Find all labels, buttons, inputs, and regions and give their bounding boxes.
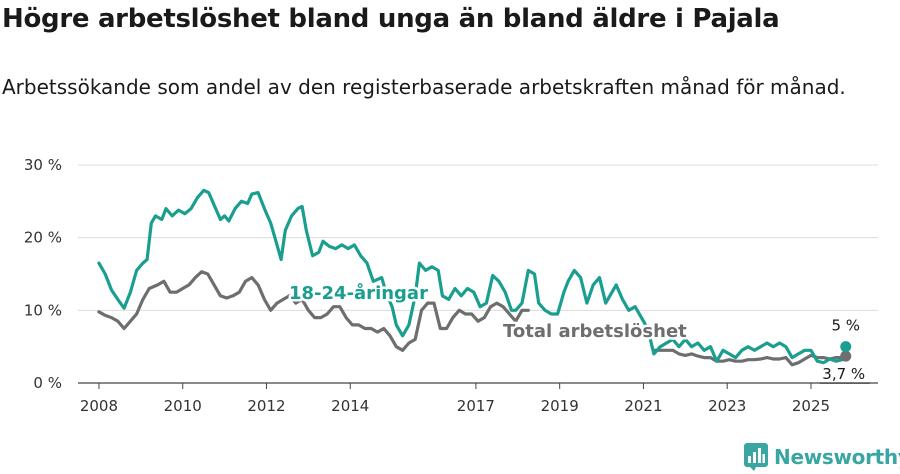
x-tick-label: 2014 xyxy=(331,397,369,415)
bar-chart-logo-icon xyxy=(744,443,768,471)
x-tick-label: 2012 xyxy=(247,397,285,415)
y-tick-label: 0 % xyxy=(33,374,62,392)
x-tick-label: 2023 xyxy=(708,397,746,415)
x-tick-label: 2008 xyxy=(80,397,118,415)
end-value-label: 3,7 % xyxy=(822,365,865,383)
series-label: Total arbetslöshet xyxy=(503,321,687,342)
y-tick-label: 20 % xyxy=(24,229,62,247)
series-line xyxy=(97,188,848,365)
chart-subtitle: Arbetssökande som andel av den registerb… xyxy=(2,75,846,99)
brand-logo[interactable]: Newsworthy xyxy=(744,443,900,471)
series-end-point xyxy=(840,350,852,362)
x-tick-label: 2019 xyxy=(541,397,579,415)
x-tick-label: 2021 xyxy=(624,397,662,415)
x-tick-label: 2017 xyxy=(457,397,495,415)
series-label: 18-24-åringar xyxy=(289,282,428,304)
y-tick-label: 10 % xyxy=(24,301,62,319)
y-tick-label: 30 % xyxy=(24,156,62,174)
series-line xyxy=(97,270,530,352)
x-tick-label: 2010 xyxy=(164,397,202,415)
brand-name: Newsworthy xyxy=(774,445,900,469)
x-tick-label: 2025 xyxy=(792,397,830,415)
end-value-label: 5 % xyxy=(831,317,860,335)
series-end-point xyxy=(840,341,852,353)
chart-title: Högre arbetslöshet bland unga än bland ä… xyxy=(2,4,780,34)
